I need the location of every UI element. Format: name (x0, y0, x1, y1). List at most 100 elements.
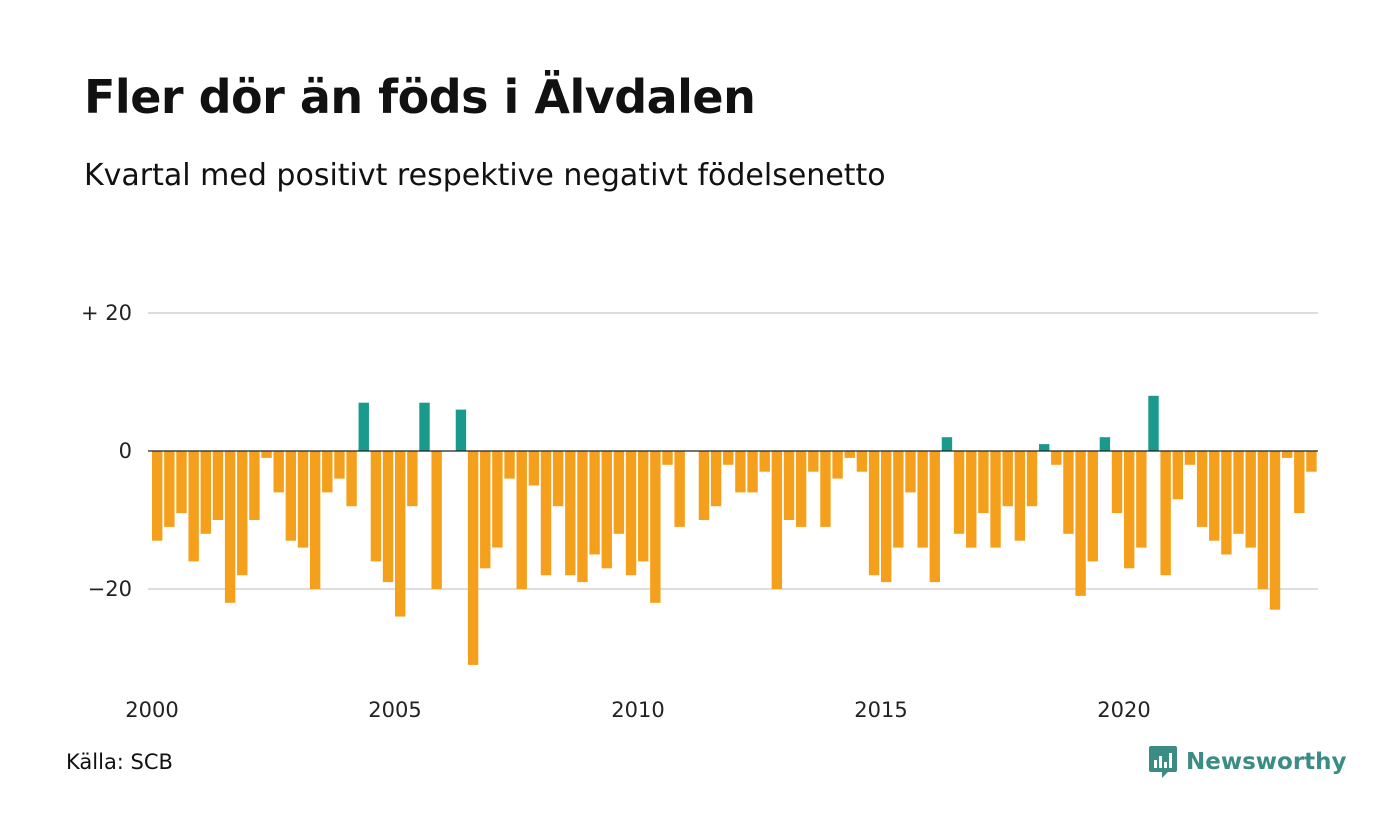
y-tick-label: + 20 (81, 301, 132, 325)
chart-subtitle: Kvartal med positivt respektive negativt… (84, 158, 886, 193)
bar (565, 451, 576, 576)
bar (1281, 451, 1293, 458)
bar (966, 451, 977, 548)
bar (200, 451, 211, 534)
bar (1002, 451, 1013, 507)
bar (309, 451, 321, 589)
newsworthy-logo-icon (1149, 746, 1177, 778)
bar (1172, 451, 1183, 500)
bar (1184, 451, 1196, 465)
bar (613, 451, 625, 534)
bar (237, 451, 248, 576)
bar (212, 451, 224, 520)
bar (929, 451, 940, 583)
newsworthy-logo: Newsworthy (1148, 744, 1347, 780)
bar (552, 451, 564, 507)
bar (735, 451, 746, 493)
bar (941, 437, 953, 451)
bar (698, 451, 710, 520)
bar (1038, 444, 1050, 451)
y-tick-label: 0 (119, 439, 132, 463)
bar (1196, 451, 1208, 527)
bar (1124, 451, 1135, 569)
bar (370, 451, 382, 562)
bar (455, 409, 467, 451)
bar (589, 451, 600, 555)
bar (820, 451, 831, 527)
bar (953, 451, 965, 534)
bar (1306, 451, 1317, 472)
bar (1233, 451, 1244, 534)
bar-chart: + 20 0 −20 2000 2005 2010 2015 2020 (81, 301, 1318, 722)
bar (492, 451, 503, 548)
bar (832, 451, 843, 479)
bar (881, 451, 892, 583)
chart-title: Fler dör än föds i Älvdalen (84, 70, 756, 124)
bar (516, 451, 527, 589)
y-tick-label: −20 (88, 577, 132, 601)
bar (747, 451, 758, 493)
bar (808, 451, 819, 472)
bar (1221, 451, 1232, 555)
bar (467, 451, 479, 665)
bar (358, 402, 369, 451)
bar (322, 451, 333, 493)
x-tick-label: 2000 (125, 698, 178, 722)
bar (1111, 451, 1123, 514)
bar (990, 451, 1001, 548)
newsworthy-logo-text: Newsworthy (1186, 749, 1347, 775)
bar (1209, 451, 1220, 541)
bar (710, 451, 722, 507)
bar (528, 451, 540, 486)
bar (1269, 451, 1281, 610)
bar (1051, 451, 1062, 465)
bar (601, 451, 612, 569)
bar (164, 451, 175, 527)
bar (407, 451, 418, 507)
bar (188, 451, 199, 562)
bar (1160, 451, 1171, 576)
bar (273, 451, 284, 493)
bar (905, 451, 916, 493)
bar (285, 451, 297, 541)
bar (382, 451, 394, 583)
bar (1099, 437, 1111, 451)
bar (1148, 395, 1159, 451)
bar (1026, 451, 1038, 507)
bar (650, 451, 661, 603)
bar (1294, 451, 1305, 514)
bar (249, 451, 260, 520)
bar (176, 451, 187, 514)
x-tick-label: 2005 (368, 698, 421, 722)
bar (540, 451, 552, 576)
bar (795, 451, 807, 527)
bar (261, 451, 272, 458)
bar (674, 451, 685, 527)
source-note: Källa: SCB (66, 750, 173, 774)
bar (152, 451, 163, 541)
x-tick-label: 2010 (611, 698, 664, 722)
bar (625, 451, 637, 576)
bar (419, 402, 430, 451)
bar (431, 451, 442, 589)
bar (856, 451, 868, 472)
x-tick-label: 2015 (854, 698, 907, 722)
bar (224, 451, 236, 603)
bar (771, 451, 783, 589)
bar (577, 451, 588, 583)
bar (480, 451, 491, 569)
bars (152, 395, 1317, 665)
bar (504, 451, 515, 479)
bar (868, 451, 880, 576)
bar (297, 451, 309, 548)
bar (978, 451, 989, 514)
bar (893, 451, 904, 548)
bar (723, 451, 734, 465)
bar (346, 451, 357, 507)
bar (1014, 451, 1026, 541)
bar (1087, 451, 1098, 562)
bar (1075, 451, 1086, 596)
bar (1257, 451, 1269, 589)
bar (1063, 451, 1074, 534)
axes: + 20 0 −20 2000 2005 2010 2015 2020 (81, 301, 1318, 722)
